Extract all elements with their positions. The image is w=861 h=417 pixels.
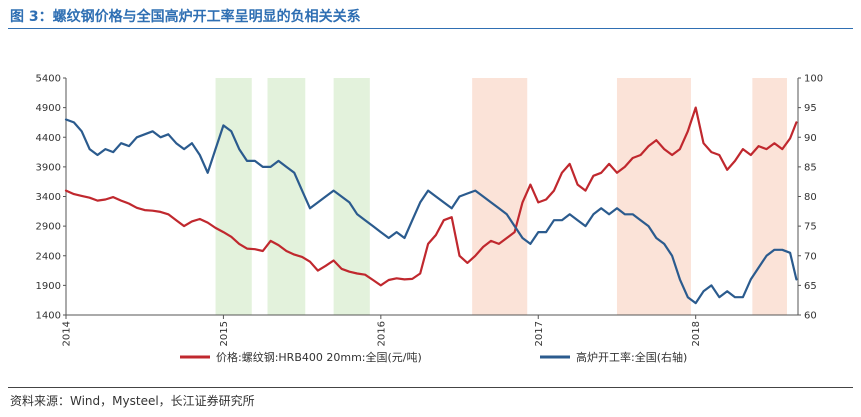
legend-label-0: 价格:螺纹钢:HRB400 20mm:全国(元/吨)	[216, 350, 422, 364]
x-tick-label-3: 2017	[534, 321, 545, 346]
axes: 5400 4900 4400 3900 3400 2900 2400 1900 1400 100 9…	[36, 74, 824, 347]
legend-label-1: 高炉开工率:全国(右轴)	[576, 350, 687, 364]
right-tick-label-0: 100	[804, 74, 823, 85]
left-tick-label-2: 4400	[36, 133, 61, 144]
right-tick-label-3: 85	[804, 162, 817, 173]
left-tick-label-7: 1900	[36, 281, 61, 292]
shaded-band-5	[752, 78, 787, 315]
left-tick-label-0: 5400	[36, 74, 61, 85]
right-tick-label-6: 70	[804, 251, 817, 262]
x-tick-label-1: 2015	[219, 321, 230, 346]
series-lines	[64, 106, 798, 305]
shaded-band-1	[267, 78, 306, 315]
right-tick-label-4: 80	[804, 192, 817, 203]
figure-source: 资料来源：Wind，Mysteel，长江证券研究所	[10, 394, 255, 408]
right-tick-label-8: 60	[804, 311, 817, 322]
shaded-band-3	[472, 78, 528, 315]
shaded-band-2	[333, 78, 370, 315]
left-tick-label-1: 4900	[36, 103, 61, 114]
x-tick-label-2: 2016	[376, 321, 387, 346]
right-tick-label-1: 95	[804, 103, 817, 114]
left-tick-label-5: 2900	[36, 222, 61, 233]
series-line-1	[64, 118, 798, 305]
shaded-bands	[215, 78, 787, 315]
right-tick-label-5: 75	[804, 222, 817, 233]
series-line-0	[64, 106, 798, 287]
figure-title: 图 3：螺纹钢价格与全国高炉开工率呈明显的负相关关系	[10, 9, 361, 25]
x-tick-label-0: 2014	[62, 321, 73, 346]
shaded-band-0	[215, 78, 252, 315]
left-tick-label-6: 2400	[36, 251, 61, 262]
legend: 价格:螺纹钢:HRB400 20mm:全国(元/吨) 高炉开工率:全国(右轴)	[180, 350, 687, 364]
source-divider	[8, 387, 853, 388]
right-tick-label-7: 65	[804, 281, 817, 292]
right-tick-label-2: 90	[804, 133, 817, 144]
title-divider	[8, 28, 853, 29]
chart: 5400 4900 4400 3900 3400 2900 2400 1900 1400 100 9…	[36, 74, 824, 365]
x-tick-label-4: 2018	[691, 321, 702, 346]
left-tick-label-8: 1400	[36, 311, 61, 322]
left-tick-label-3: 3900	[36, 162, 61, 173]
left-tick-label-4: 3400	[36, 192, 61, 203]
